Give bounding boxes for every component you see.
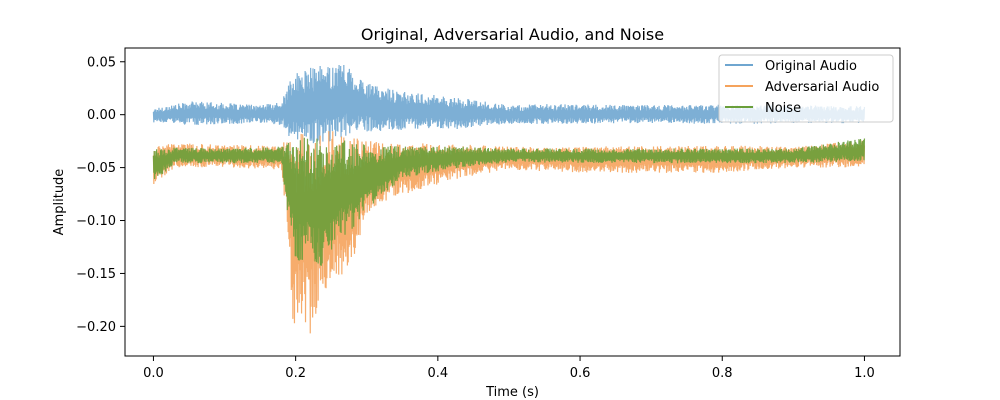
y-axis-title: Amplitude [52,169,67,236]
x-tick-label: 0.6 [570,366,591,381]
y-axis: 0.05 0.00 −0.05 −0.10 −0.15 −0.20 [76,55,125,335]
y-tick-label: −0.15 [76,267,116,282]
y-tick-label: 0.05 [87,55,116,70]
y-tick-label: −0.05 [76,161,116,176]
legend-label-noise: Noise [765,101,801,116]
x-tick-label: 1.0 [854,366,875,381]
x-tick-label: 0.8 [712,366,733,381]
x-axis: 0.0 0.2 0.4 0.6 0.8 1.0 [143,356,875,381]
y-tick-label: −0.20 [76,320,116,335]
y-tick-label: 0.00 [87,108,116,123]
legend-label-adversarial: Adversarial Audio [765,80,879,95]
x-tick-label: 0.0 [143,366,164,381]
legend: Original Audio Adversarial Audio Noise [718,54,894,123]
plot-frame [124,47,901,357]
y-tick-label: −0.10 [76,214,116,229]
chart-title: Original, Adversarial Audio, and Noise [361,25,664,44]
legend-label-original: Original Audio [765,59,857,74]
x-tick-label: 0.4 [428,366,449,381]
series-noise [152,137,866,266]
x-axis-title: Time (s) [485,385,539,400]
legend-box [718,54,894,123]
x-tick-label: 0.2 [285,366,306,381]
